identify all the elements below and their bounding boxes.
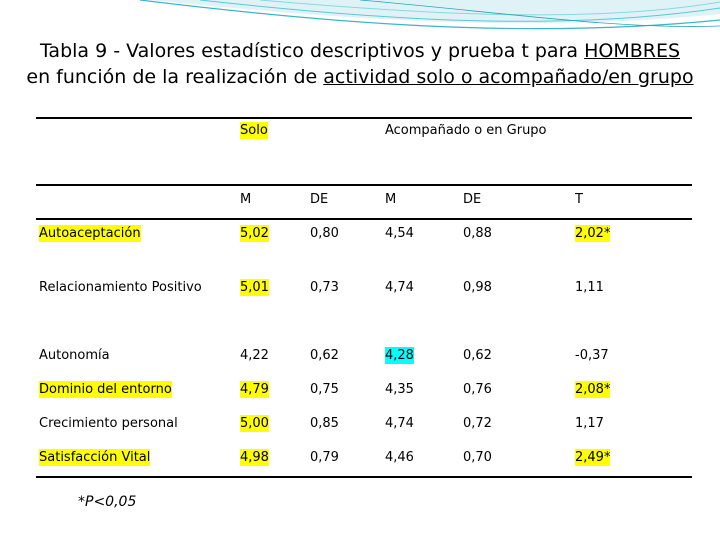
cell-m-solo: 4,98 — [240, 449, 269, 466]
cell-de-grupo: 0,88 — [463, 226, 492, 241]
cell-m-solo: 4,22 — [240, 348, 269, 363]
cell-de-grupo: 0,98 — [463, 280, 492, 295]
table-bottom-rule — [36, 476, 692, 478]
title-line-2: en función de la realización de activida… — [26, 66, 694, 88]
cell-t: 2,49* — [575, 449, 611, 466]
cell-m-grupo: 4,74 — [385, 416, 414, 431]
decorative-wave-header — [139, 0, 720, 30]
cell-de-solo: 0,80 — [310, 226, 339, 241]
header-solo: Solo — [240, 122, 268, 139]
subheader-de-grupo: DE — [463, 192, 482, 207]
cell-de-solo: 0,73 — [310, 280, 339, 295]
cell-de-solo: 0,85 — [310, 416, 339, 431]
subheader-m-solo: M — [240, 192, 252, 207]
cell-m-solo: 5,02 — [240, 225, 269, 242]
cell-de-grupo: 0,70 — [463, 450, 492, 465]
cell-t: -0,37 — [575, 348, 609, 363]
cell-de-solo: 0,79 — [310, 450, 339, 465]
row-label: Dominio del entorno — [39, 381, 172, 398]
cell-m-solo: 5,01 — [240, 279, 269, 296]
cell-t: 1,17 — [575, 416, 604, 431]
table-header-rule — [36, 184, 692, 186]
row-label: Satisfacción Vital — [39, 449, 151, 466]
title-line-1: Tabla 9 - Valores estadístico descriptiv… — [39, 40, 681, 62]
table-top-rule — [36, 117, 692, 119]
table-subheader-rule — [36, 218, 692, 220]
row-label: Autoaceptación — [39, 225, 141, 242]
cell-de-grupo: 0,72 — [463, 416, 492, 431]
subheader-m-grupo: M — [385, 192, 397, 207]
cell-m-grupo: 4,54 — [385, 226, 414, 241]
row-label: Crecimiento personal — [39, 416, 178, 431]
cell-m-grupo: 4,46 — [385, 450, 414, 465]
subheader-t: T — [575, 192, 583, 207]
cell-de-solo: 0,75 — [310, 382, 339, 397]
footnote: *P<0,05 — [78, 494, 137, 510]
cell-de-grupo: 0,62 — [463, 348, 492, 363]
cell-t: 2,02* — [575, 225, 611, 242]
subheader-de-solo: DE — [310, 192, 329, 207]
cell-m-solo: 4,79 — [240, 381, 269, 398]
cell-t: 2,08* — [575, 381, 611, 398]
header-acompanado: Acompañado o en Grupo — [385, 123, 547, 138]
cell-t: 1,11 — [575, 280, 604, 295]
cell-de-solo: 0,62 — [310, 348, 339, 363]
cell-de-grupo: 0,76 — [463, 382, 492, 397]
cell-m-solo: 5,00 — [240, 415, 269, 432]
slide-title: Tabla 9 - Valores estadístico descriptiv… — [0, 38, 720, 90]
cell-m-grupo: 4,74 — [385, 280, 414, 295]
cell-m-grupo: 4,35 — [385, 382, 414, 397]
cell-m-grupo: 4,28 — [385, 347, 414, 364]
row-label: Relacionamiento Positivo — [39, 280, 202, 295]
row-label: Autonomía — [39, 348, 110, 363]
